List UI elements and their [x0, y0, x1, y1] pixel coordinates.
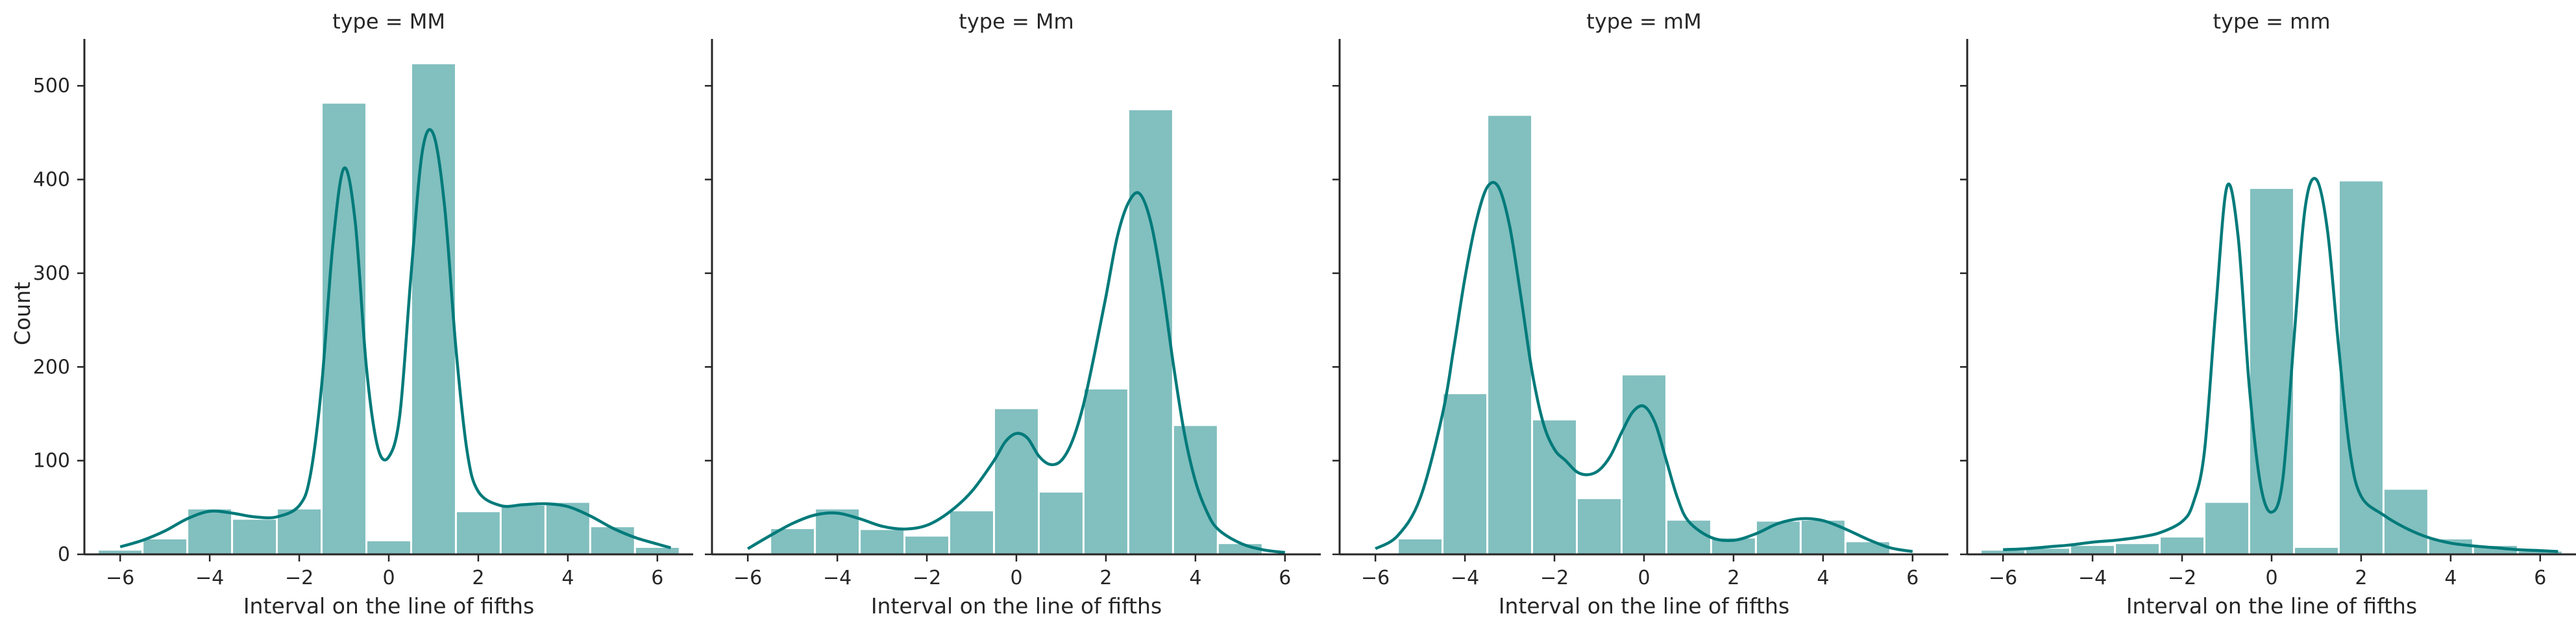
- y-axis-label: Count: [10, 282, 35, 345]
- x-tick-label: −2: [913, 567, 941, 589]
- histogram-bar: [1127, 108, 1174, 556]
- histogram-bar: [633, 545, 681, 556]
- x-tick-label: 2: [472, 567, 484, 589]
- histogram-bars: [769, 108, 1264, 556]
- x-tick-label: 4: [1189, 567, 1201, 589]
- x-tick-label: 0: [1638, 567, 1650, 589]
- histogram-bar: [1171, 424, 1219, 556]
- histogram-bar: [948, 509, 996, 556]
- kde-line: [1375, 180, 1913, 553]
- y-tick-label: 0: [58, 543, 70, 566]
- histogram-bar: [993, 407, 1040, 556]
- x-tick-label: 0: [1010, 567, 1022, 589]
- histogram-bar: [2337, 179, 2385, 556]
- histogram-bar: [231, 517, 278, 556]
- x-axis-label: Interval on the line of fifths: [2126, 593, 2417, 619]
- x-tick-label: 6: [651, 567, 663, 589]
- x-tick-label: 2: [1099, 567, 1112, 589]
- facet-title: type = MM: [332, 9, 445, 34]
- kde-line: [747, 191, 1286, 554]
- x-tick-label: −6: [1361, 567, 1390, 589]
- y-tick-label: 200: [33, 356, 70, 378]
- x-tick-label: −6: [106, 567, 134, 589]
- histogram-bar: [365, 539, 412, 556]
- histogram-bar: [2382, 487, 2429, 556]
- histogram-bar: [2159, 536, 2206, 556]
- y-tick-label: 300: [33, 262, 70, 285]
- histogram-bar: [1441, 392, 1489, 556]
- histogram-bar: [859, 528, 906, 556]
- histogram-bars: [1980, 179, 2564, 556]
- x-tick-label: 4: [561, 567, 574, 589]
- x-tick-label: −6: [1989, 567, 2017, 589]
- x-tick-label: 6: [1279, 567, 1291, 589]
- x-tick-label: −4: [2078, 567, 2107, 589]
- histogram-bar: [1531, 418, 1578, 556]
- x-tick-label: 0: [382, 567, 395, 589]
- x-axis-label: Interval on the line of fifths: [1499, 593, 1789, 619]
- histogram-bar: [2248, 187, 2295, 556]
- x-tick-label: 6: [2534, 567, 2546, 589]
- x-tick-label: 4: [2444, 567, 2457, 589]
- histogram-bar: [1621, 373, 1667, 556]
- histogram-bar: [2114, 542, 2161, 556]
- facet-panel-mm-lower-upper: type = mM Interval on the line of fifths…: [1332, 9, 1948, 619]
- x-tick-label: 4: [1817, 567, 1829, 589]
- y-tick-label: 400: [33, 169, 70, 191]
- histogram-bar: [2292, 545, 2340, 556]
- x-axis-label: Interval on the line of fifths: [871, 593, 1162, 619]
- histogram-bar: [321, 101, 368, 556]
- histogram-bars: [1397, 114, 1891, 556]
- histogram-bar: [499, 503, 546, 556]
- x-tick-label: −4: [1451, 567, 1479, 589]
- x-tick-label: 6: [1906, 567, 1919, 589]
- x-tick-label: 2: [1727, 567, 1739, 589]
- x-tick-label: 2: [2355, 567, 2367, 589]
- histogram-bar: [544, 500, 591, 556]
- histogram-bar: [2203, 500, 2251, 556]
- facet-title: type = mM: [1586, 9, 1701, 34]
- facet-title: type = mm: [2213, 9, 2331, 34]
- histogram-bar: [589, 525, 636, 556]
- histogram-bar: [1037, 490, 1085, 556]
- facet-panel-mm-lower-lower: type = mm Interval on the line of fifths…: [1960, 9, 2576, 619]
- histogram-bar: [410, 62, 457, 556]
- x-axis-label: Interval on the line of fifths: [243, 593, 534, 619]
- histogram-bar: [1754, 519, 1802, 556]
- x-tick-label: −4: [195, 567, 224, 589]
- facet-title: type = Mm: [959, 9, 1073, 34]
- histogram-bar: [903, 534, 951, 556]
- histogram-bar: [1665, 519, 1712, 556]
- histogram-bar: [2069, 544, 2116, 556]
- histogram-bars: [97, 62, 681, 556]
- y-tick-label: 500: [33, 75, 70, 97]
- y-tick-label: 100: [33, 450, 70, 473]
- x-tick-label: −2: [2168, 567, 2196, 589]
- histogram-bar: [1844, 540, 1891, 556]
- histogram-bar: [1082, 387, 1129, 556]
- kde-line: [2003, 177, 2558, 553]
- x-tick-label: 0: [2265, 567, 2277, 589]
- histogram-bar: [141, 537, 189, 556]
- x-tick-label: −2: [285, 567, 313, 589]
- kde-line: [119, 128, 672, 550]
- x-tick-label: −6: [733, 567, 762, 589]
- facet-panel-mm-upper-lower: type = Mm Interval on the line of fifths…: [705, 9, 1321, 619]
- histogram-bar: [1576, 497, 1623, 556]
- histogram-bar: [1397, 537, 1444, 556]
- histogram-bar: [1486, 114, 1534, 556]
- x-tick-label: −2: [1540, 567, 1569, 589]
- histogram-bar: [454, 510, 502, 556]
- facet-panel-mm-upper-upper: type = MM Interval on the line of fifths…: [10, 9, 693, 619]
- x-tick-label: −4: [823, 567, 852, 589]
- histogram-bar: [769, 527, 816, 556]
